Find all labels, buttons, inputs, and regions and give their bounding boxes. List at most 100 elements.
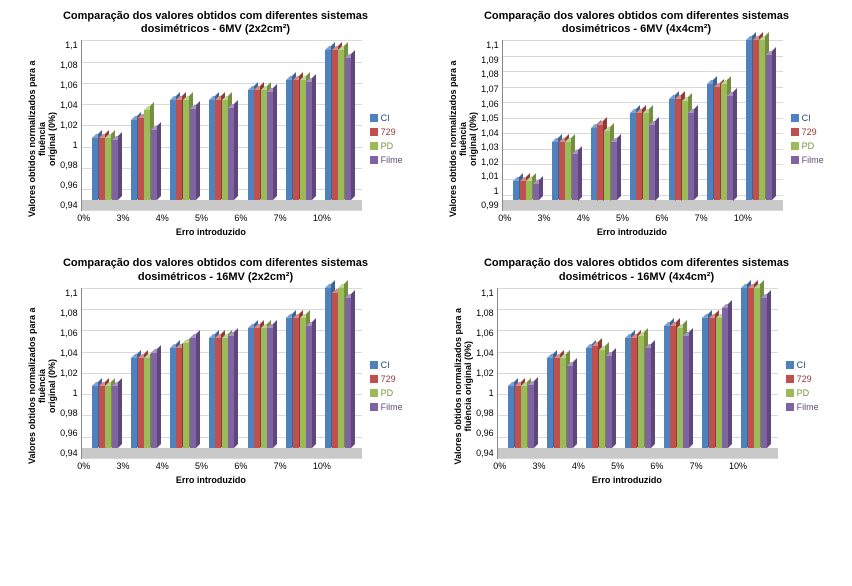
y-tick-label: 1,02 — [481, 157, 499, 167]
y-ticks: 1,11,091,081,071,061,051,041,031,021,011… — [481, 40, 502, 210]
y-tick-label: 0,94 — [476, 448, 494, 458]
x-axis-label: Erro introduzido — [476, 475, 778, 485]
bar — [293, 80, 299, 200]
bar-group — [325, 288, 351, 448]
bar — [325, 288, 331, 448]
bar — [597, 125, 603, 201]
x-tick-label: 4% — [577, 213, 590, 223]
bar — [714, 87, 720, 200]
legend-swatch — [370, 142, 378, 150]
bar — [112, 140, 118, 200]
legend-swatch — [791, 114, 799, 122]
x-tick-label: 0% — [77, 213, 90, 223]
y-tick-label: 1,09 — [481, 55, 499, 65]
bar — [151, 353, 157, 448]
bar — [526, 181, 532, 200]
bar — [300, 318, 306, 448]
bar — [332, 50, 338, 200]
gridline — [82, 210, 362, 211]
bar-group — [247, 90, 273, 200]
chart-body: Valores obtidos normalizados para a fluê… — [449, 40, 823, 237]
legend-swatch — [370, 114, 378, 122]
bar — [183, 100, 189, 200]
bar-group — [702, 308, 728, 448]
y-tick-label: 1,08 — [60, 308, 78, 318]
gridline — [498, 458, 778, 459]
x-tick-label: 6% — [650, 461, 663, 471]
y-tick-label: 1,06 — [60, 80, 78, 90]
x-tick-label: 6% — [234, 213, 247, 223]
chart-title: Comparação dos valores obtidos com difer… — [484, 10, 789, 36]
legend-swatch — [786, 375, 794, 383]
legend-label: PD — [381, 388, 394, 398]
bar-group — [170, 100, 196, 200]
bar-group — [247, 328, 273, 448]
bar — [215, 338, 221, 448]
axis-row: 1,11,091,081,071,061,051,041,031,021,011… — [481, 40, 783, 211]
gridline — [503, 210, 783, 211]
bar — [138, 358, 144, 448]
plot-wrap: 1,11,081,061,041,0210,980,960,94 0%3%4%5… — [60, 40, 362, 237]
bar — [112, 386, 118, 448]
title-line1: Comparação dos valores obtidos com difer… — [63, 257, 368, 269]
x-ticks: 0%3%4%5%6%7%10% — [481, 211, 769, 223]
legend-item: 729 — [370, 127, 403, 137]
x-tick-label: 3% — [533, 461, 546, 471]
bar — [727, 96, 733, 201]
bar-group — [586, 346, 612, 448]
legend-label: CI — [802, 113, 811, 123]
gridline — [82, 458, 362, 459]
x-axis-label: Erro introduzido — [481, 227, 783, 237]
bar-group — [325, 50, 351, 200]
y-tick-label: 1,1 — [65, 288, 78, 298]
y-tick-label: 0,98 — [60, 160, 78, 170]
legend-swatch — [370, 361, 378, 369]
bar — [176, 100, 182, 200]
x-tick-label: 0% — [77, 461, 90, 471]
bars-layer — [498, 288, 778, 448]
legend-label: 729 — [802, 127, 817, 137]
legend-label: CI — [381, 360, 390, 370]
x-tick-label: 10% — [313, 213, 331, 223]
bar — [722, 308, 728, 448]
chart-title: Comparação dos valores obtidos com difer… — [63, 10, 368, 36]
bar — [131, 358, 137, 448]
legend-item: Filme — [791, 155, 824, 165]
y-tick-label: 1,04 — [60, 348, 78, 358]
x-ticks: 0%3%4%5%6%7%10% — [60, 211, 348, 223]
y-tick-label: 1,02 — [60, 368, 78, 378]
chart-body: Valores obtidos normalizados para a fluê… — [28, 288, 402, 485]
bar — [286, 80, 292, 200]
legend: CI729PDFilme — [370, 360, 403, 412]
bar — [267, 92, 273, 200]
bar-group — [746, 40, 772, 200]
legend-item: 729 — [791, 127, 824, 137]
bar — [664, 326, 670, 448]
bar — [215, 100, 221, 200]
bar — [92, 138, 98, 200]
bar — [606, 356, 612, 448]
charts-grid: Comparação dos valores obtidos com difer… — [10, 10, 842, 485]
bar — [338, 50, 344, 200]
bar — [222, 338, 228, 448]
legend-label: Filme — [802, 155, 824, 165]
bar — [643, 113, 649, 200]
bar — [702, 318, 708, 448]
legend-swatch — [786, 361, 794, 369]
legend-label: PD — [797, 388, 810, 398]
bar — [567, 366, 573, 448]
legend-label: PD — [381, 141, 394, 151]
y-tick-label: 0,99 — [481, 200, 499, 210]
bar-group — [663, 326, 689, 448]
x-tick-label: 7% — [274, 213, 287, 223]
bar — [761, 298, 767, 448]
title-line2: dosimétricos - 6MV (4x4cm²) — [562, 23, 711, 35]
bar — [572, 154, 578, 201]
bar-group — [547, 358, 573, 448]
bar — [170, 348, 176, 448]
y-axis-label: Valores obtidos normalizados para a fluê… — [449, 59, 479, 219]
x-ticks: 0%3%4%5%6%7%10% — [476, 459, 764, 471]
bar-group — [131, 110, 157, 200]
y-tick-label: 0,98 — [476, 408, 494, 418]
bar — [176, 348, 182, 448]
